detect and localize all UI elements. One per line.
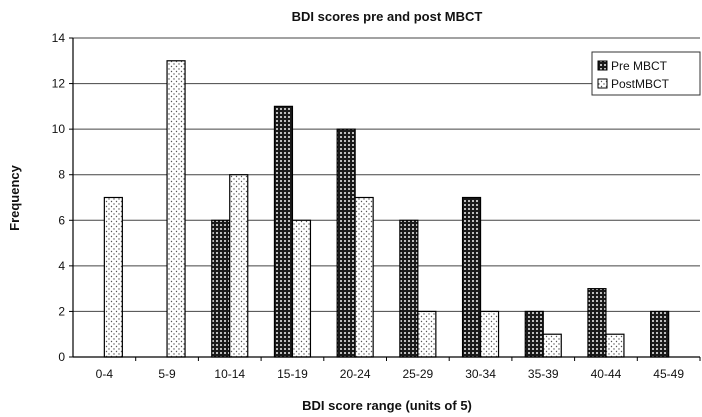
x-tick-labels: 0-4 5-9 10-14 15-19 20-24 25-29 30-34 35-39 40-4… — [96, 357, 701, 381]
legend-swatch-pre — [597, 60, 608, 71]
x-tick-label: 45-49 — [653, 367, 684, 381]
bar-pre-40-44 — [587, 288, 607, 358]
bar-post-40-44 — [605, 333, 625, 358]
y-tick-labels: 0 2 4 6 8 10 12 14 — [52, 31, 66, 364]
x-tick-label: 25-29 — [402, 367, 433, 381]
x-tick-label: 30-34 — [465, 367, 496, 381]
x-tick-label: 0-4 — [96, 367, 114, 381]
bar-post-25-29 — [417, 310, 437, 358]
bar-post-20-24 — [354, 196, 374, 358]
x-tick-label: 10-14 — [214, 367, 245, 381]
y-tick-label: 2 — [58, 304, 65, 318]
y-tick-label: 14 — [52, 31, 66, 45]
x-tick-label: 35-39 — [528, 367, 559, 381]
bar-post-0-4 — [103, 196, 123, 358]
bar-post-5-9 — [166, 60, 186, 358]
bar-post-15-19 — [291, 219, 312, 358]
legend-swatch-post — [597, 78, 608, 89]
bar-pre-10-14 — [211, 219, 231, 358]
legend: Pre MBCT PostMBCT — [591, 51, 701, 96]
bar-post-10-14 — [229, 174, 249, 358]
y-tick-label: 12 — [52, 77, 66, 91]
legend-box — [591, 51, 701, 96]
x-tick-label: 40-44 — [591, 367, 622, 381]
bar-pre-30-34 — [461, 196, 482, 358]
x-tick-label: 15-19 — [277, 367, 308, 381]
y-tick-label: 8 — [58, 168, 65, 182]
chart-title: BDI scores pre and post MBCT — [292, 9, 483, 24]
y-tick-label: 6 — [58, 213, 65, 227]
bar-post-35-39 — [542, 333, 562, 358]
legend-label-pre: Pre MBCT — [611, 59, 668, 73]
y-tick-label: 0 — [58, 350, 65, 364]
bar-pre-35-39 — [524, 310, 544, 358]
x-axis-label: BDI score range (units of 5) — [302, 398, 472, 413]
bar-pre-15-19 — [273, 105, 294, 358]
bar-pre-20-24 — [336, 128, 356, 358]
bars — [103, 60, 670, 358]
y-axis-label: Frequency — [7, 164, 22, 231]
x-tick-label: 5-9 — [158, 367, 176, 381]
legend-label-post: PostMBCT — [611, 77, 670, 91]
bar-post-30-34 — [479, 310, 500, 358]
bar-pre-45-49 — [650, 310, 670, 358]
y-tick-label: 10 — [52, 122, 66, 136]
bar-pre-25-29 — [399, 219, 419, 358]
y-tick-label: 4 — [58, 259, 65, 273]
x-tick-label: 20-24 — [340, 367, 371, 381]
